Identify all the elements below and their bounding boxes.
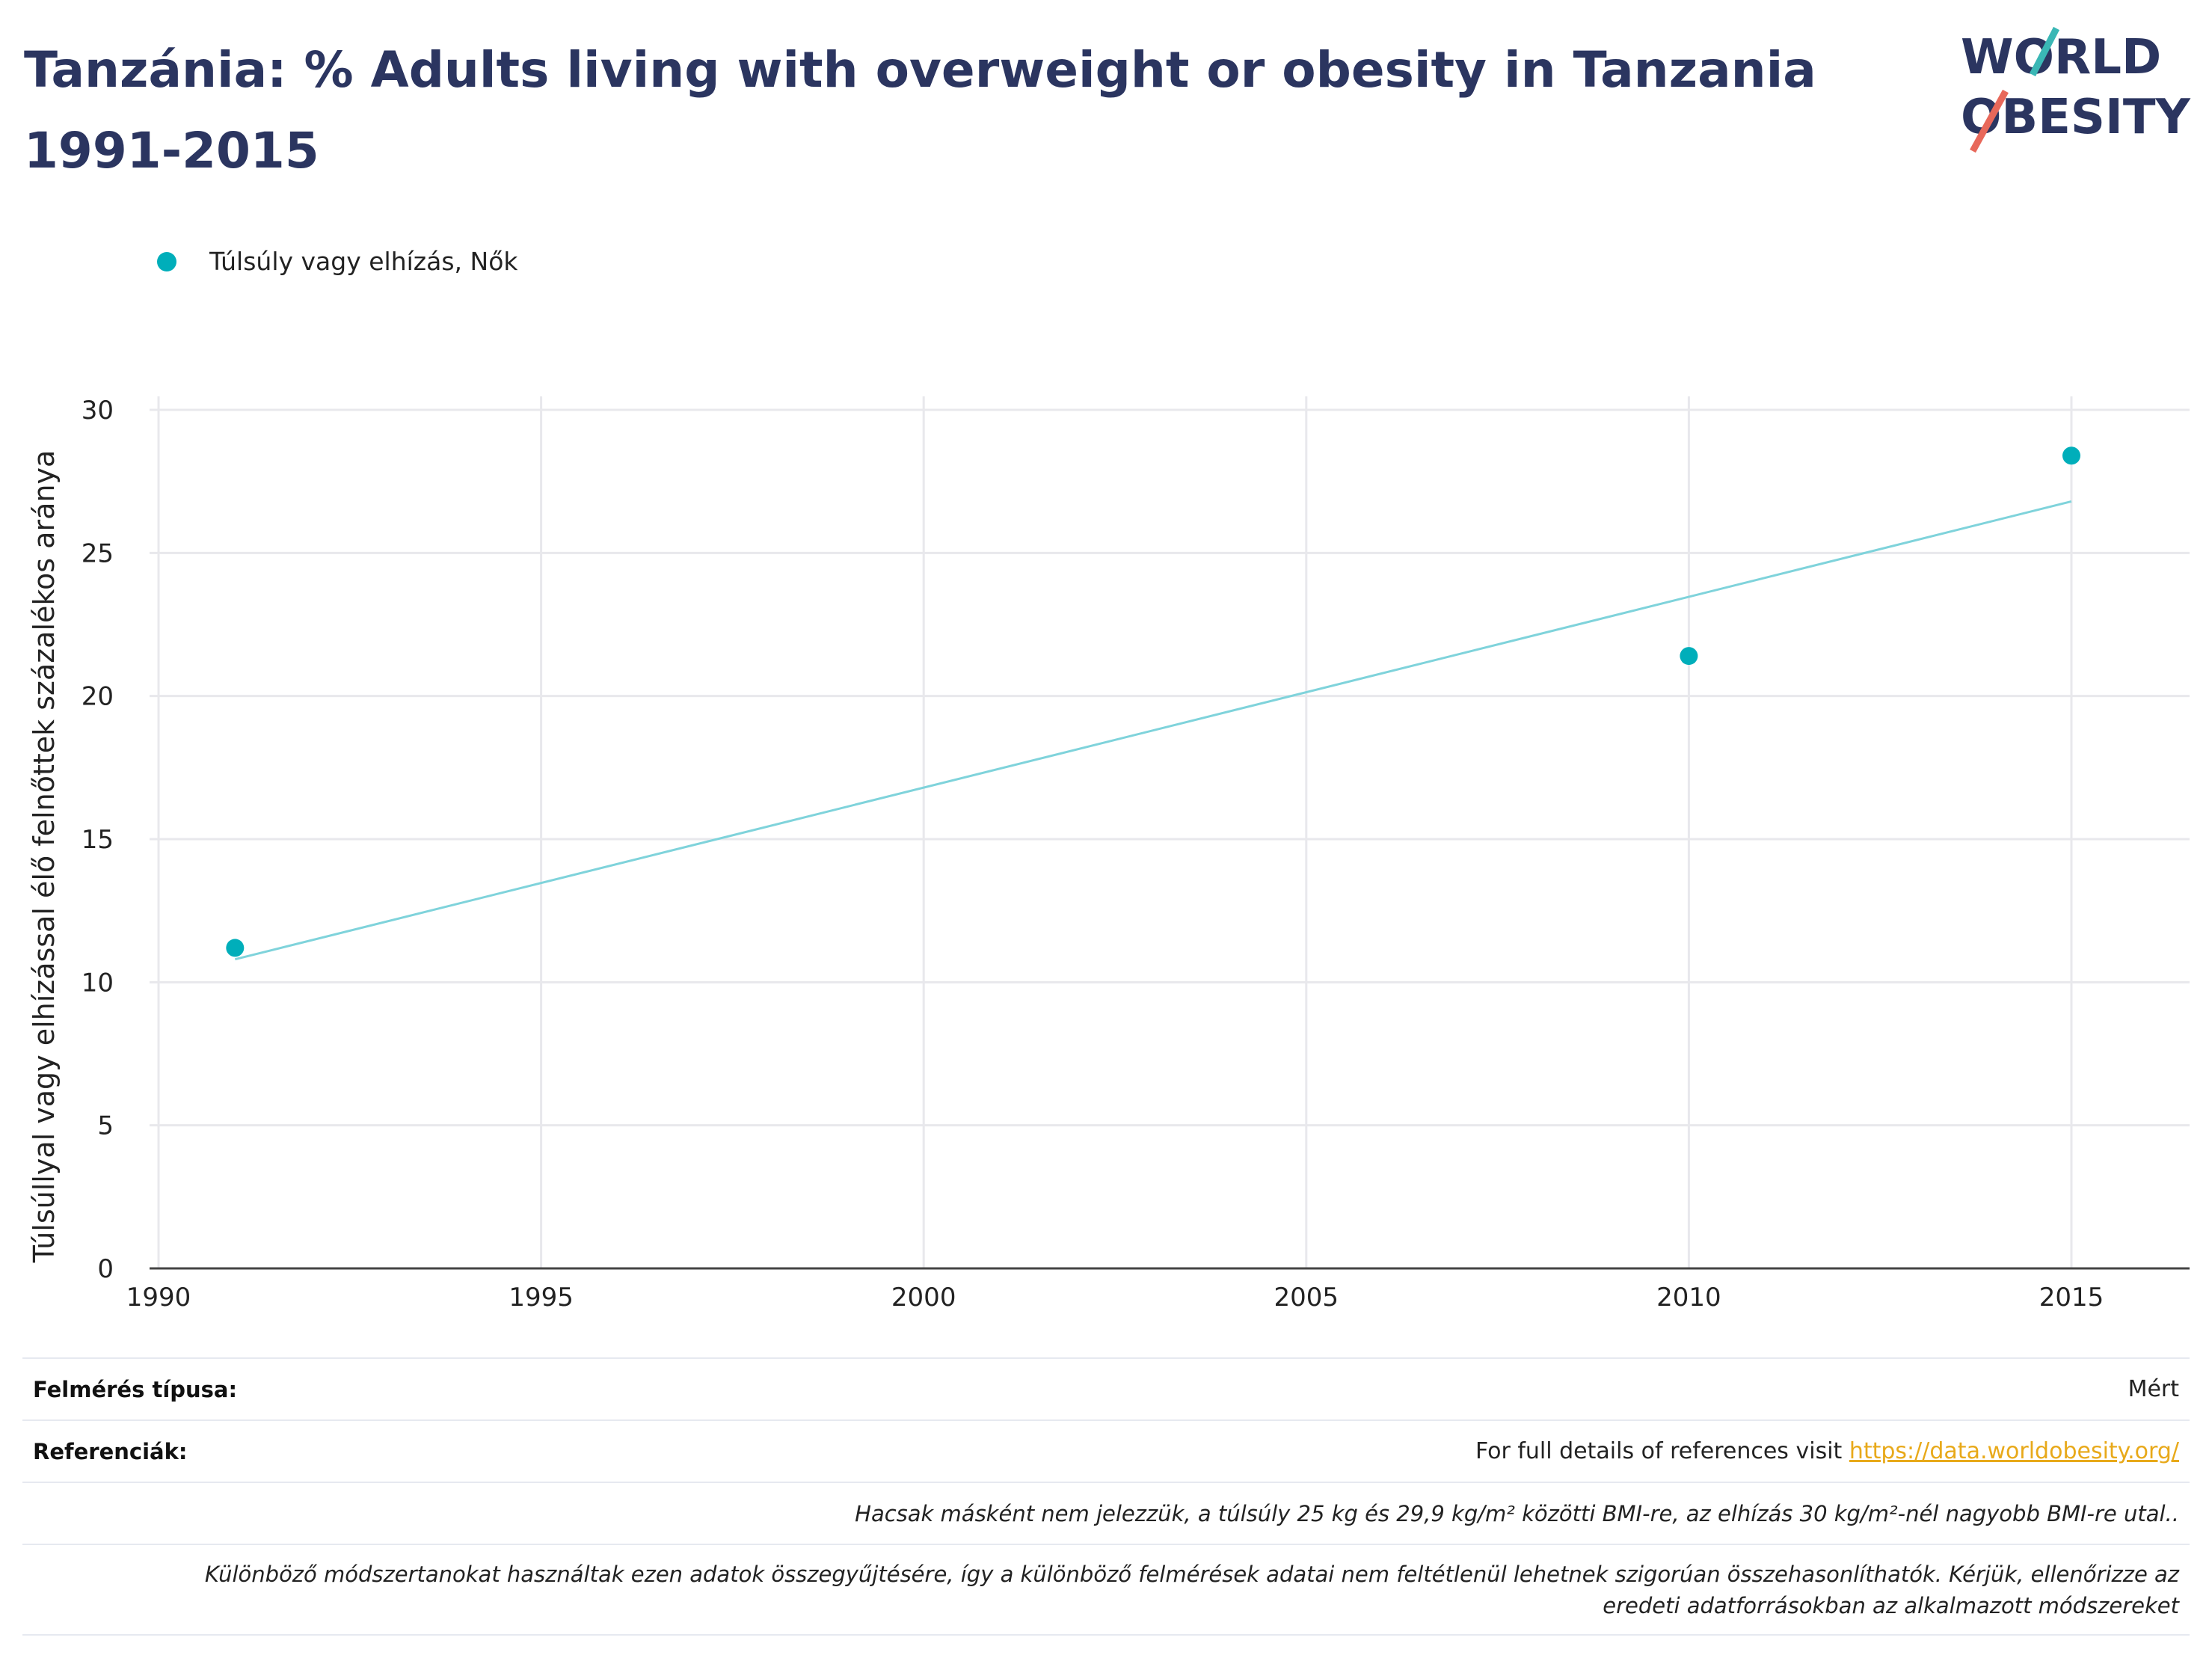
- x-tick-label: 2015: [2039, 1283, 2104, 1313]
- x-tick-label: 1995: [509, 1283, 574, 1313]
- data-point: [2062, 446, 2080, 465]
- chart-title: Tanzánia: % Adults living with overweigh…: [24, 41, 1816, 179]
- y-tick-label: 25: [82, 538, 114, 568]
- references-text: For full details of references visit htt…: [1475, 1438, 2179, 1464]
- y-tick-label: 20: [82, 682, 114, 712]
- chart-footer: Felmérés típusa: Mért Referenciák: For f…: [22, 1357, 2190, 1636]
- bmi-note: Hacsak másként nem jelezzük, a túlsúly 2…: [855, 1500, 2179, 1526]
- data-point: [226, 939, 245, 957]
- logo-slash-teal: [2030, 26, 2059, 77]
- methodology-note: Különböző módszertanokat használtak ezen…: [33, 1559, 2179, 1621]
- bmi-note-row: Hacsak másként nem jelezzük, a túlsúly 2…: [22, 1482, 2190, 1544]
- y-tick-label: 5: [97, 1111, 114, 1141]
- x-tick-label: 2000: [891, 1283, 956, 1313]
- x-tick-label: 2005: [1274, 1283, 1339, 1313]
- references-row: Referenciák: For full details of referen…: [22, 1419, 2190, 1482]
- trend-line: [234, 500, 2072, 961]
- y-tick-label: 30: [82, 396, 114, 426]
- logo-slash-coral: [1970, 89, 2009, 153]
- survey-type-value: Mért: [2127, 1376, 2179, 1402]
- survey-type-label: Felmérés típusa:: [33, 1376, 238, 1402]
- x-tick-label: 2010: [1656, 1283, 1721, 1313]
- methodology-note-line2: eredeti adatforrásokban az alkalmazott m…: [1603, 1592, 2179, 1618]
- references-prefix: For full details of references visit: [1475, 1438, 1849, 1464]
- references-label: Referenciák:: [33, 1438, 188, 1464]
- y-tick-label: 10: [82, 968, 114, 998]
- legend[interactable]: Túlsúly vagy elhízás, Nők: [157, 247, 518, 276]
- y-tick-label: 0: [97, 1254, 114, 1284]
- scatter-chart: 0 5 10 15 20 25 30 1990 1995 2000 2005 2010 2015 Túls…: [28, 396, 2190, 1313]
- x-tick-label: 1990: [126, 1283, 191, 1313]
- legend-marker: [157, 251, 176, 271]
- world-obesity-logo: WORLD OBESITY: [1961, 26, 2190, 153]
- data-point: [1680, 647, 1698, 666]
- y-tick-label: 15: [82, 825, 114, 855]
- survey-type-row: Felmérés típusa: Mért: [22, 1357, 2190, 1419]
- legend-label: Túlsúly vagy elhízás, Nők: [209, 247, 518, 276]
- methodology-note-row: Különböző módszertanokat használtak ezen…: [22, 1544, 2190, 1636]
- references-link[interactable]: https://data.worldobesity.org/: [1849, 1438, 2179, 1464]
- y-axis-label: Túlsúllyal vagy elhízással élő felnőttek…: [28, 450, 61, 1264]
- methodology-note-line1: Különböző módszertanokat használtak ezen…: [204, 1561, 2179, 1587]
- logo-text-world: WORLD: [1961, 30, 2161, 85]
